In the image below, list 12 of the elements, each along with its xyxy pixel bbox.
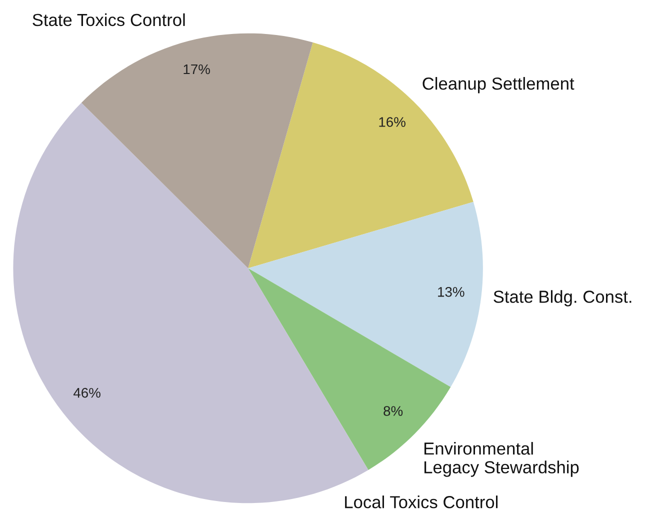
data-label: 16%	[379, 117, 406, 127]
data-label: 17%	[184, 64, 210, 74]
slice-label: Environmental Legacy Stewardship	[424, 442, 579, 477]
data-label: 46%	[73, 388, 100, 398]
slice-label: State Bldg. Const.	[494, 290, 632, 306]
pie-slice	[248, 202, 483, 388]
pie-slice	[81, 33, 313, 268]
slice-label: Local Toxics Control	[345, 496, 498, 508]
data-label: 8%	[384, 406, 403, 416]
slice-label: State Toxics Control	[32, 13, 185, 26]
data-label: 13%	[438, 287, 464, 297]
slice-label: Cleanup Settlement	[422, 77, 574, 94]
